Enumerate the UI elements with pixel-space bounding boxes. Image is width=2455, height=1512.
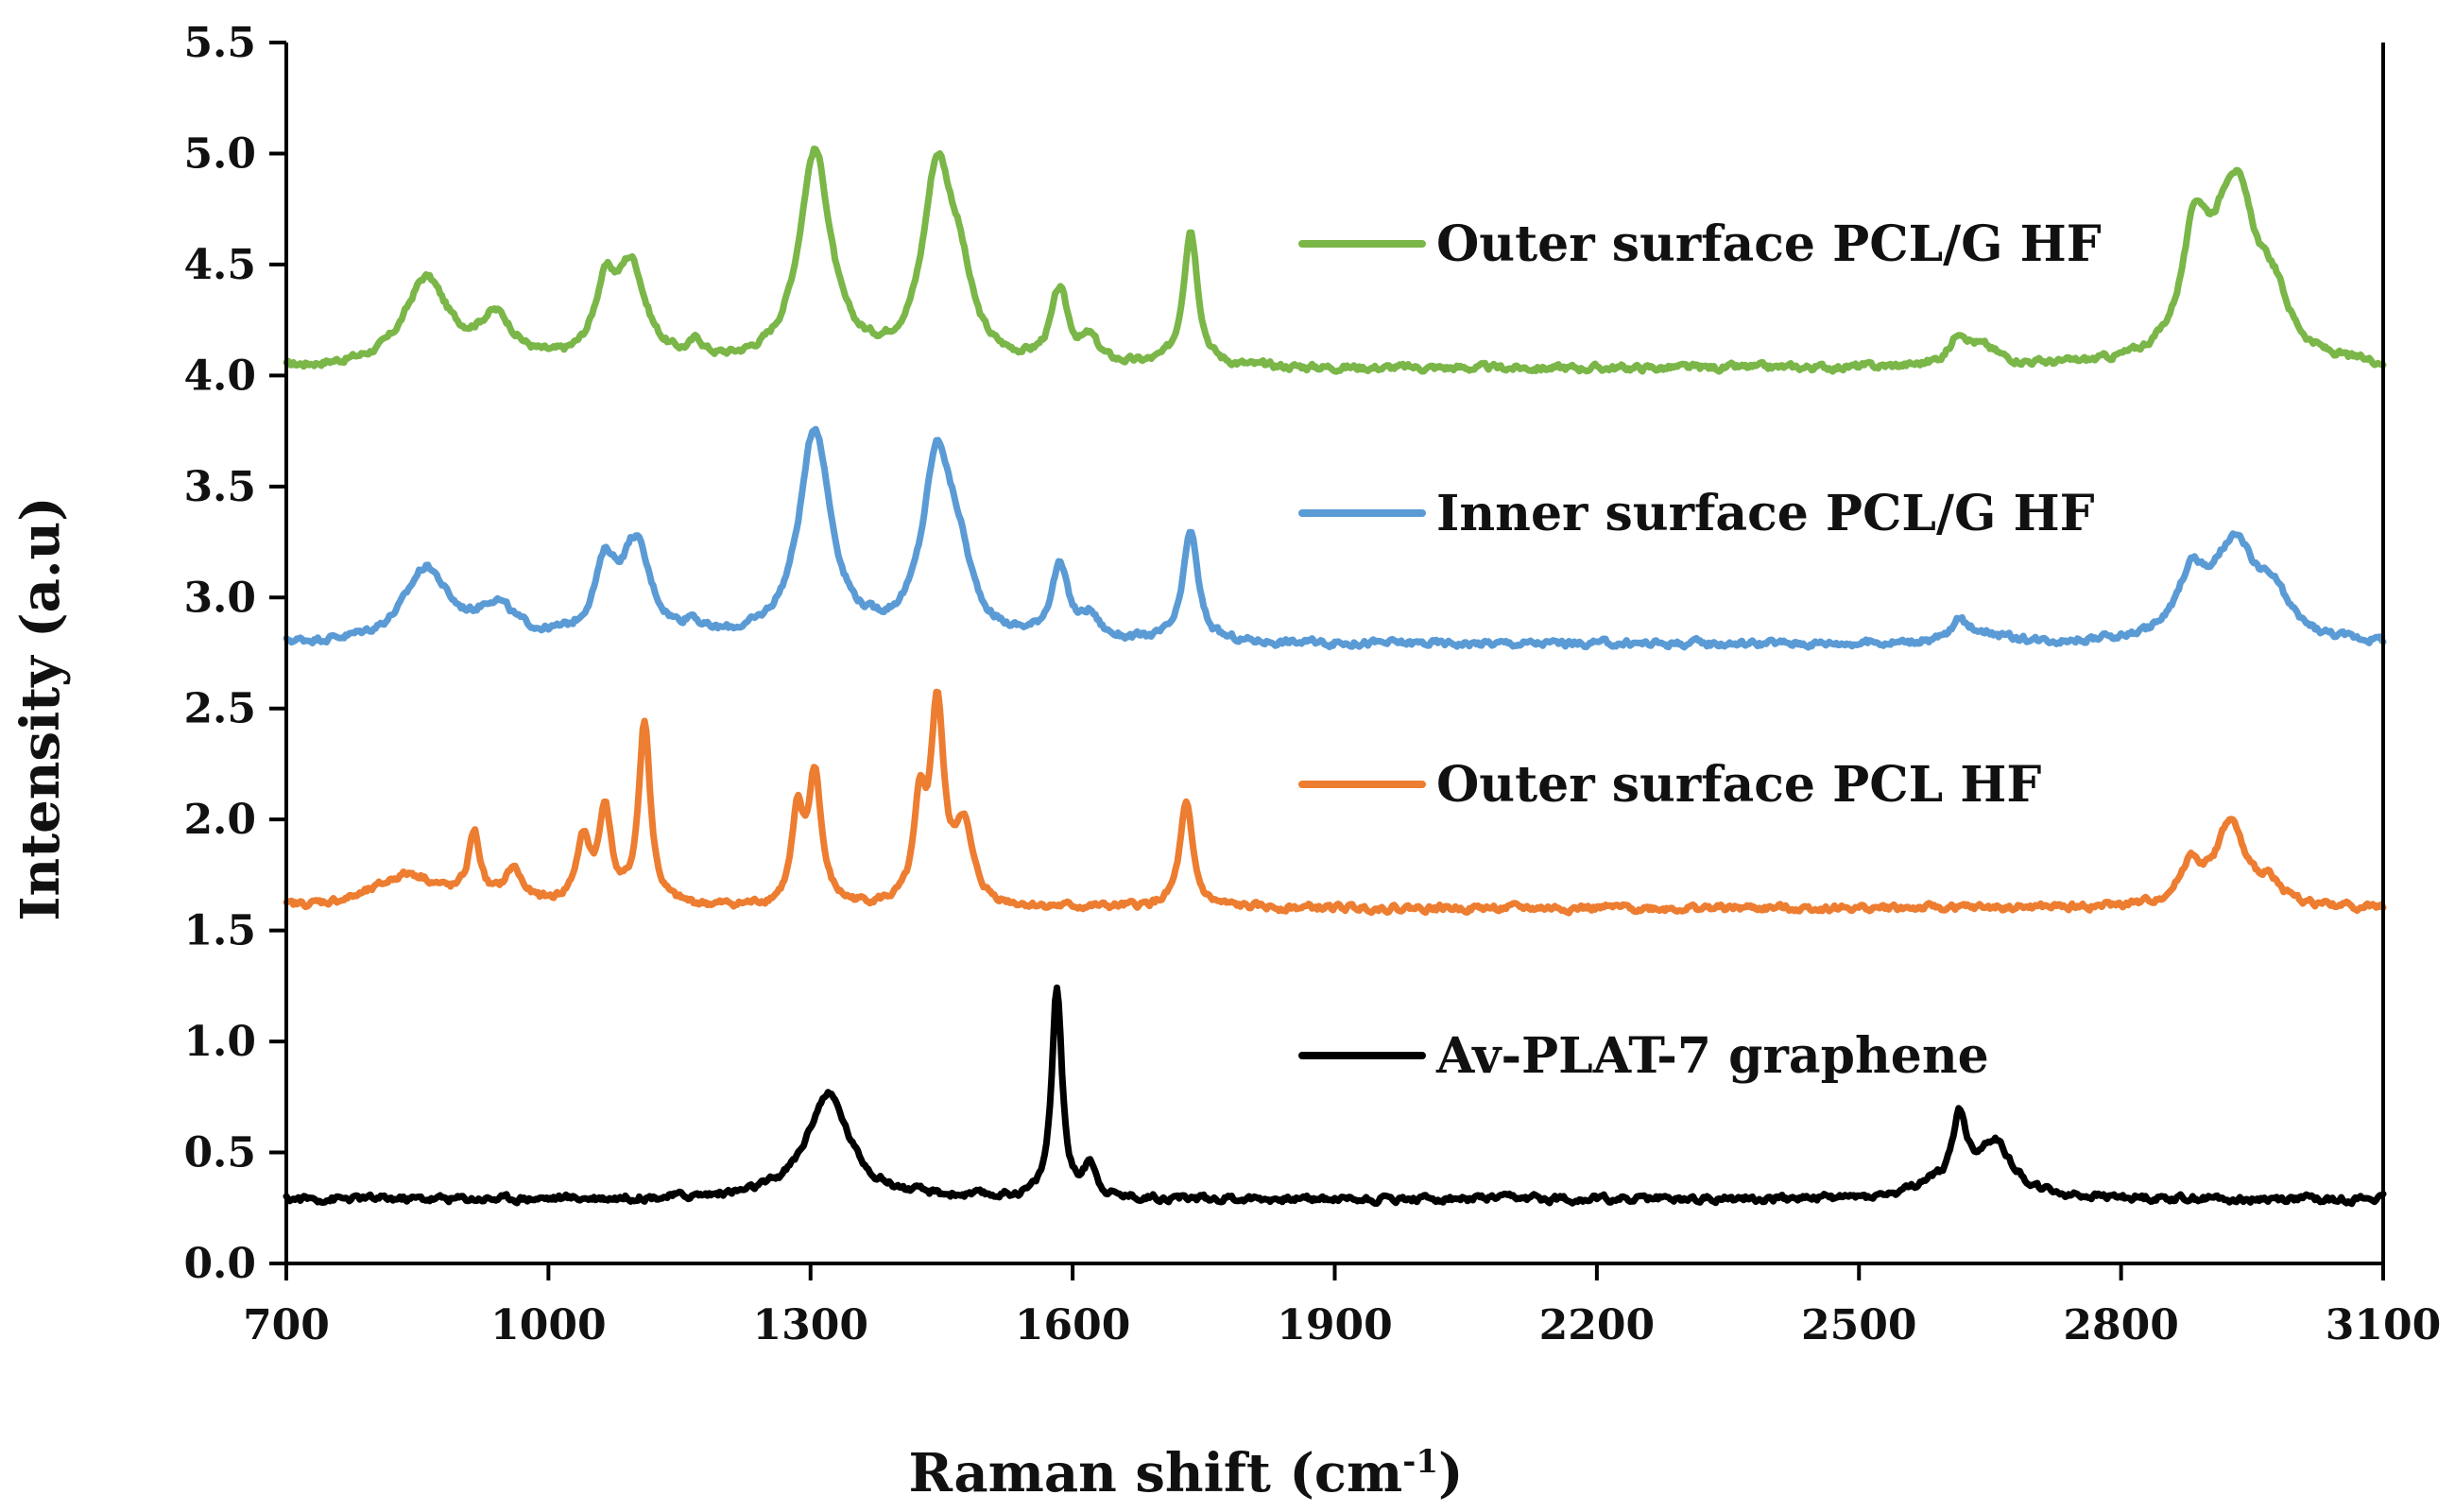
y-tick-label: 0.5 bbox=[183, 1129, 256, 1177]
x-axis-title-main: Raman shift (cm bbox=[909, 1442, 1403, 1504]
series-line-inner-surface-pcl-g-hf bbox=[283, 425, 2387, 651]
y-axis-title: Intensity (a.u) bbox=[9, 496, 72, 920]
y-tick-label: 5.0 bbox=[183, 129, 256, 178]
legend-layer: Outer surface PCL/G HF Inner surface PCL/… bbox=[1298, 215, 2102, 1085]
y-tick-label: 0.0 bbox=[183, 1240, 256, 1288]
x-tick-label: 3100 bbox=[2326, 1301, 2441, 1349]
legend-label: Outer surface PCL HF bbox=[1436, 756, 2041, 814]
axes-layer: 0.0 0.5 1.0 1.5 2.0 2.5 3.0 3.5 4.0 4.5 5.0 5.5 700 1… bbox=[183, 19, 2441, 1349]
y-tick-label: 1.0 bbox=[183, 1018, 256, 1066]
y-tick-label: 1.5 bbox=[183, 907, 256, 955]
series-line-outer-surface-pcl-g-hf bbox=[283, 146, 2387, 375]
x-axis-title: Raman shift (cm-1) bbox=[909, 1442, 1464, 1504]
x-axis-title-close: ) bbox=[1438, 1442, 1464, 1504]
y-tick-label: 5.5 bbox=[183, 19, 256, 67]
y-tick-label: 3.0 bbox=[183, 574, 256, 622]
x-tick-label: 2500 bbox=[1801, 1301, 1916, 1349]
y-tick-label: 4.5 bbox=[183, 241, 256, 289]
series-line-av-plat-7-graphene bbox=[283, 984, 2387, 1208]
x-axis-title-superscript: -1 bbox=[1402, 1443, 1438, 1481]
x-tick-label: 1900 bbox=[1277, 1301, 1392, 1349]
x-tick-label: 1000 bbox=[490, 1301, 606, 1349]
x-tick-label: 2800 bbox=[2063, 1301, 2178, 1349]
x-tick-label: 1600 bbox=[1015, 1301, 1130, 1349]
y-tick-label: 2.0 bbox=[183, 796, 256, 844]
series-layer bbox=[283, 146, 2387, 1208]
x-tick-label: 700 bbox=[243, 1301, 330, 1349]
legend-label: Outer surface PCL/G HF bbox=[1436, 215, 2102, 273]
y-tick-label: 3.5 bbox=[183, 463, 256, 511]
x-tick-label: 1300 bbox=[753, 1301, 868, 1349]
y-tick-label: 2.5 bbox=[183, 685, 256, 733]
series-line-outer-surface-pcl-hf bbox=[283, 688, 2387, 917]
y-tick-label: 4.0 bbox=[183, 352, 256, 400]
legend-label: Inner surface PCL/G HF bbox=[1436, 485, 2095, 542]
legend-label: Av-PLAT-7 graphene bbox=[1435, 1027, 1989, 1085]
x-tick-label: 2200 bbox=[1539, 1301, 1655, 1349]
